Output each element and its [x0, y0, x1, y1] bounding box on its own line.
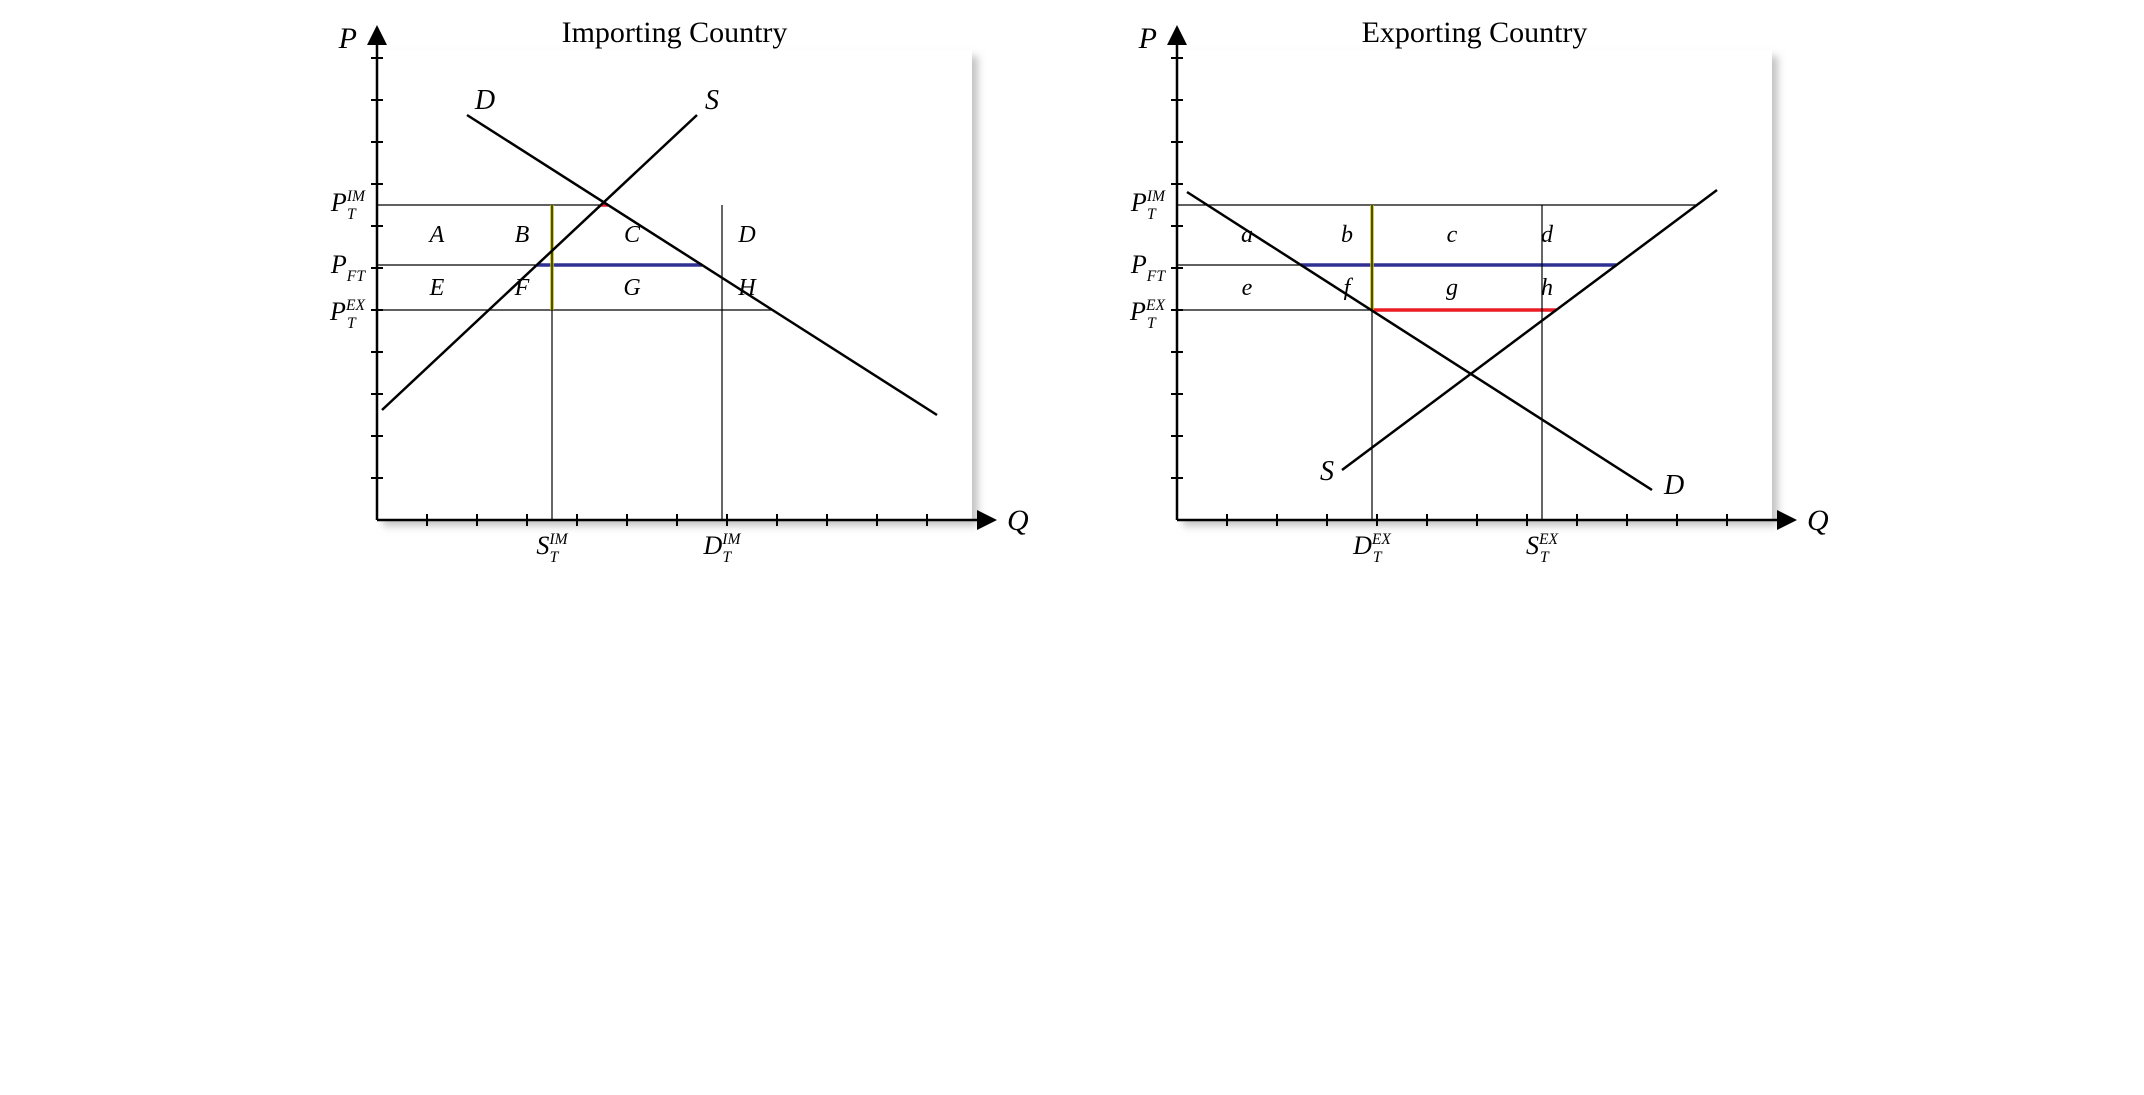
svg-text:PFT: PFT	[330, 250, 366, 285]
importing-panel: Importing Country P Q D S PIMT PFT PEXT SIMT DIMT…	[292, 20, 1052, 605]
plot-area	[1177, 50, 1772, 520]
exporting-panel: Exporting Country P Q D S PIMT PFT PEXT DEXT SEXT…	[1092, 20, 1852, 605]
x-axis-label: Q	[1807, 504, 1829, 537]
region-B: B	[515, 222, 530, 248]
region-C: C	[624, 222, 641, 248]
exporting-chart: Exporting Country P Q D S PIMT PFT PEXT DEXT SEXT…	[1092, 20, 1852, 600]
panel-title: Exporting Country	[1362, 20, 1588, 49]
region-H: H	[737, 275, 757, 301]
region-F: F	[514, 275, 530, 301]
svg-text:PIMT: PIMT	[330, 188, 366, 223]
svg-text:PEXT: PEXT	[1129, 297, 1166, 332]
panel-title: Importing Country	[562, 20, 788, 49]
region-b: b	[1341, 222, 1353, 248]
region-G: G	[623, 275, 640, 301]
svg-text:SIMT: SIMT	[536, 531, 568, 566]
svg-text:PFT: PFT	[1130, 250, 1166, 285]
x-axis-label: Q	[1007, 504, 1029, 537]
y-axis-label: P	[338, 22, 357, 55]
demand-label: D	[474, 85, 495, 116]
demand-label: D	[1663, 470, 1684, 501]
y-axis-label: P	[1138, 22, 1157, 55]
svg-text:DEXT: DEXT	[1352, 531, 1392, 566]
supply-label: S	[705, 85, 719, 116]
diagram-container: Importing Country P Q D S PIMT PFT PEXT SIMT DIMT…	[20, 20, 2124, 605]
region-g: g	[1446, 275, 1458, 301]
region-c: c	[1447, 222, 1458, 248]
region-A: A	[428, 222, 445, 248]
svg-text:SEXT: SEXT	[1526, 531, 1560, 566]
svg-text:PEXT: PEXT	[329, 297, 366, 332]
svg-text:DIMT: DIMT	[703, 531, 742, 566]
region-d: d	[1541, 222, 1554, 248]
supply-label: S	[1320, 456, 1334, 487]
region-h: h	[1541, 275, 1553, 301]
svg-text:PIMT: PIMT	[1130, 188, 1166, 223]
importing-chart: Importing Country P Q D S PIMT PFT PEXT SIMT DIMT…	[292, 20, 1052, 600]
region-D: D	[737, 222, 755, 248]
region-e: e	[1242, 275, 1253, 301]
region-E: E	[429, 275, 445, 301]
plot-area	[377, 50, 972, 520]
region-a: a	[1241, 222, 1253, 248]
